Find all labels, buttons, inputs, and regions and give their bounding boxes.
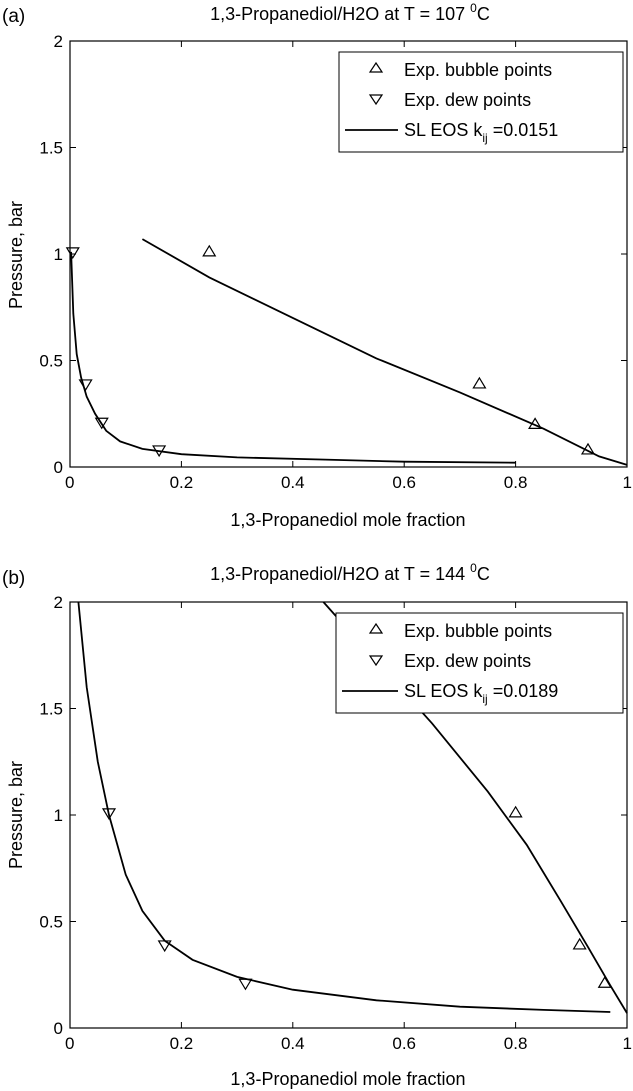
legend-bubble-marker-a <box>368 61 384 73</box>
legend-bubble-marker-b <box>368 622 384 634</box>
y-tick-label: 1.5 <box>39 139 63 158</box>
bubble-point-marker <box>597 976 612 988</box>
legend-bubble-label-a: Exp. bubble points <box>404 60 552 80</box>
bubble-point-marker <box>572 937 587 950</box>
dew-points-a <box>65 247 167 458</box>
bubble-point-marker <box>202 244 217 257</box>
bubble-points-b <box>508 805 612 988</box>
dew-points-b <box>101 808 253 991</box>
y-tick-label: 2 <box>54 593 63 612</box>
legend-model-label-a: SL EOS kij =0.0151 <box>404 120 558 145</box>
y-tick-label: 1 <box>54 806 63 825</box>
x-tick-label: 0 <box>65 473 74 492</box>
dew-point-marker <box>101 808 117 821</box>
dew-curve-a <box>70 251 516 464</box>
x-tick-label: 0.4 <box>281 1034 305 1053</box>
bubble-points-a <box>202 244 596 455</box>
y-axis-label-a: Pressure, bar <box>6 201 26 309</box>
legend-model-label-b: SL EOS kij =0.0189 <box>404 681 558 706</box>
panel-label-a: (a) <box>2 6 25 27</box>
legend-dew-marker-a <box>368 94 384 106</box>
dew-point-marker <box>78 379 93 392</box>
x-axis-ticks-b: 0 0.2 0.4 0.6 0.8 1 <box>65 602 632 1053</box>
dew-point-marker <box>238 978 253 991</box>
dew-curve-b <box>77 601 611 1013</box>
y-axis-label-b: Pressure, bar <box>6 761 26 869</box>
legend-box-b <box>335 612 624 714</box>
legend-dew-label-b: Exp. dew points <box>404 651 531 671</box>
x-tick-label: 0.8 <box>504 473 528 492</box>
y-axis-ticks-a: 0 0.5 1 1.5 2 <box>39 32 627 477</box>
dew-point-marker <box>94 417 109 430</box>
x-tick-label: 0.2 <box>170 473 194 492</box>
x-tick-label: 1 <box>623 1034 632 1053</box>
y-tick-label: 1.5 <box>39 700 63 719</box>
legend-dew-label-a: Exp. dew points <box>404 90 531 110</box>
x-tick-label: 0.2 <box>170 1034 194 1053</box>
x-tick-label: 1 <box>623 473 632 492</box>
y-tick-label: 0 <box>54 458 63 477</box>
x-tick-label: 0.6 <box>392 473 416 492</box>
bubble-curve-a <box>141 238 628 466</box>
x-tick-label: 0.6 <box>392 1034 416 1053</box>
x-axis-ticks-a: 0 0.2 0.4 0.6 0.8 1 <box>65 41 632 492</box>
x-axis-label-b: 1,3-Propanediol mole fraction <box>230 1069 465 1089</box>
x-axis-label-a: 1,3-Propanediol mole fraction <box>230 510 465 530</box>
legend-box-a <box>338 51 624 153</box>
bubble-point-marker <box>528 417 543 429</box>
x-tick-label: 0.8 <box>504 1034 528 1053</box>
dew-point-marker <box>152 445 167 458</box>
legend-a: Exp. bubble points Exp. dew points SL EO… <box>338 51 624 153</box>
y-tick-label: 1 <box>54 245 63 264</box>
y-tick-label: 0.5 <box>39 352 63 371</box>
legend-bubble-label-b: Exp. bubble points <box>404 621 552 641</box>
y-axis-ticks-b: 0 0.5 1 1.5 2 <box>39 593 627 1038</box>
panel-label-b: (b) <box>2 568 25 589</box>
legend-b: Exp. bubble points Exp. dew points SL EO… <box>335 612 624 714</box>
y-tick-label: 0.5 <box>39 913 63 932</box>
chart-title-b: 1,3-Propanediol/H2O at T = 144 0C <box>210 561 490 584</box>
bubble-point-marker <box>508 805 523 818</box>
bubble-point-marker <box>472 376 487 389</box>
dew-point-marker <box>157 940 172 953</box>
y-tick-label: 2 <box>54 32 63 51</box>
y-tick-label: 0 <box>54 1019 63 1038</box>
x-tick-label: 0.4 <box>281 473 305 492</box>
legend-dew-marker-b <box>368 655 384 667</box>
dew-point-marker <box>65 247 80 260</box>
bubble-point-marker <box>580 442 596 455</box>
x-tick-label: 0 <box>65 1034 74 1053</box>
chart-title-a: 1,3-Propanediol/H2O at T = 107 0C <box>210 1 490 24</box>
